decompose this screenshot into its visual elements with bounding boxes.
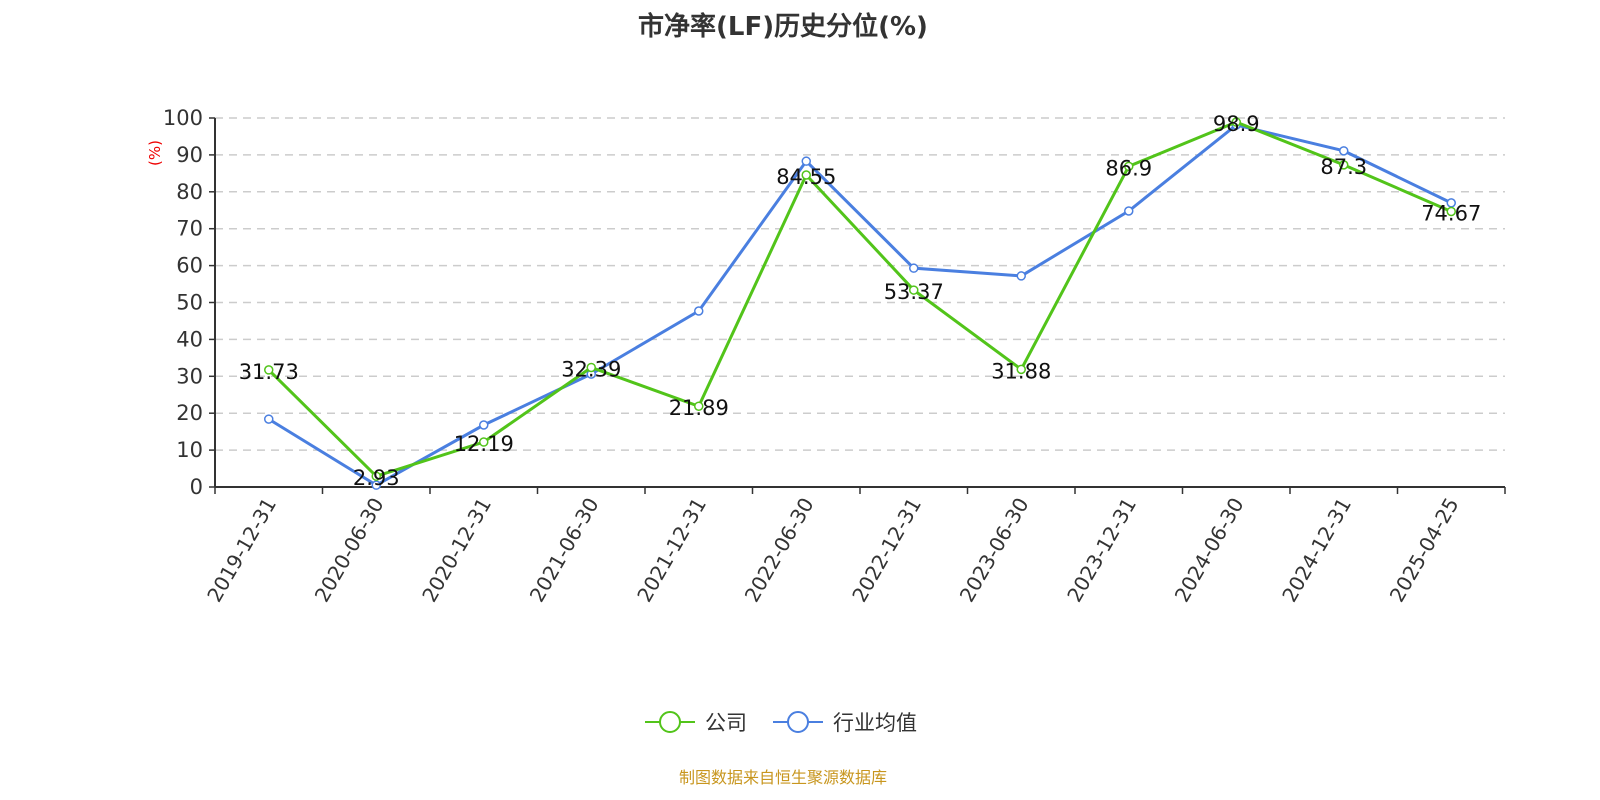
y-tick-label: 70: [176, 217, 203, 241]
data-label: 2.93: [353, 466, 400, 490]
data-point: [371, 471, 381, 481]
data-label: 21.89: [669, 396, 729, 420]
x-tick-label: 2019-12-31: [202, 494, 281, 607]
data-point: [1124, 161, 1134, 172]
data-label: 32.39: [561, 357, 621, 381]
data-point: [1016, 271, 1026, 281]
y-tick-label: 20: [176, 401, 203, 425]
x-tick-label: 2023-06-30: [955, 494, 1034, 607]
data-label: 84.55: [776, 165, 836, 189]
y-tick-label: 90: [176, 143, 203, 167]
x-tick-label: 2022-12-31: [847, 494, 926, 607]
data-point: [909, 285, 919, 295]
x-tick-label: 2022-06-30: [740, 494, 819, 607]
series-line-公司: [267, 120, 1452, 478]
x-tick-label: 2024-06-30: [1170, 494, 1249, 607]
y-axis-label: (%): [146, 140, 164, 166]
legend-marker: [787, 711, 809, 733]
legend-label: 行业均值: [833, 711, 917, 735]
data-label: 86.9: [1105, 156, 1152, 180]
x-tick-label: 2020-06-30: [310, 494, 389, 607]
data-point: [1339, 160, 1349, 170]
data-label: 87.3: [1320, 155, 1367, 179]
data-source-note: 制图数据来自恒生聚源数据库: [678, 768, 887, 787]
data-point: [801, 156, 811, 166]
legend-label: 公司: [705, 711, 747, 735]
y-tick-label: 50: [176, 291, 203, 315]
y-tick-label: 0: [190, 475, 203, 499]
chart-title: 市净率(LF)历史分位(%): [638, 12, 928, 42]
y-tick-label: 10: [176, 438, 203, 462]
data-label: 31.73: [239, 360, 299, 384]
legend-marker: [659, 711, 681, 733]
data-label: 74.67: [1421, 201, 1481, 225]
data-label: 31.88: [991, 359, 1051, 383]
data-point: [1339, 146, 1349, 156]
data-point: [371, 480, 381, 490]
data-point: [694, 306, 704, 316]
data-label: 98.9: [1213, 112, 1260, 136]
x-tick-label: 2021-12-31: [632, 494, 711, 607]
data-point: [1446, 206, 1456, 217]
data-point: [1016, 364, 1026, 375]
series-line-行业均值: [267, 123, 1452, 487]
data-point: [801, 170, 811, 180]
data-point: [479, 420, 489, 430]
data-label: 12.19: [454, 432, 514, 456]
y-tick-label: 60: [176, 254, 203, 278]
data-point: [264, 365, 274, 375]
data-point: [1124, 206, 1134, 216]
data-point: [1231, 117, 1241, 127]
x-tick-label: 2021-06-30: [525, 494, 604, 607]
data-point: [264, 414, 274, 424]
x-tick-label: 2024-12-31: [1277, 494, 1356, 607]
data-point: [694, 401, 704, 411]
x-tick-label: 2020-12-31: [417, 494, 496, 607]
y-tick-label: 40: [176, 327, 203, 351]
y-tick-label: 100: [163, 106, 203, 130]
x-tick-label: 2025-04-25: [1385, 494, 1464, 607]
y-tick-label: 80: [176, 180, 203, 204]
y-tick-label: 30: [176, 364, 203, 388]
data-label: 53.37: [884, 280, 944, 304]
data-point: [909, 263, 919, 273]
data-point: [479, 437, 489, 447]
data-point: [586, 362, 596, 373]
x-tick-label: 2023-12-31: [1062, 494, 1141, 607]
